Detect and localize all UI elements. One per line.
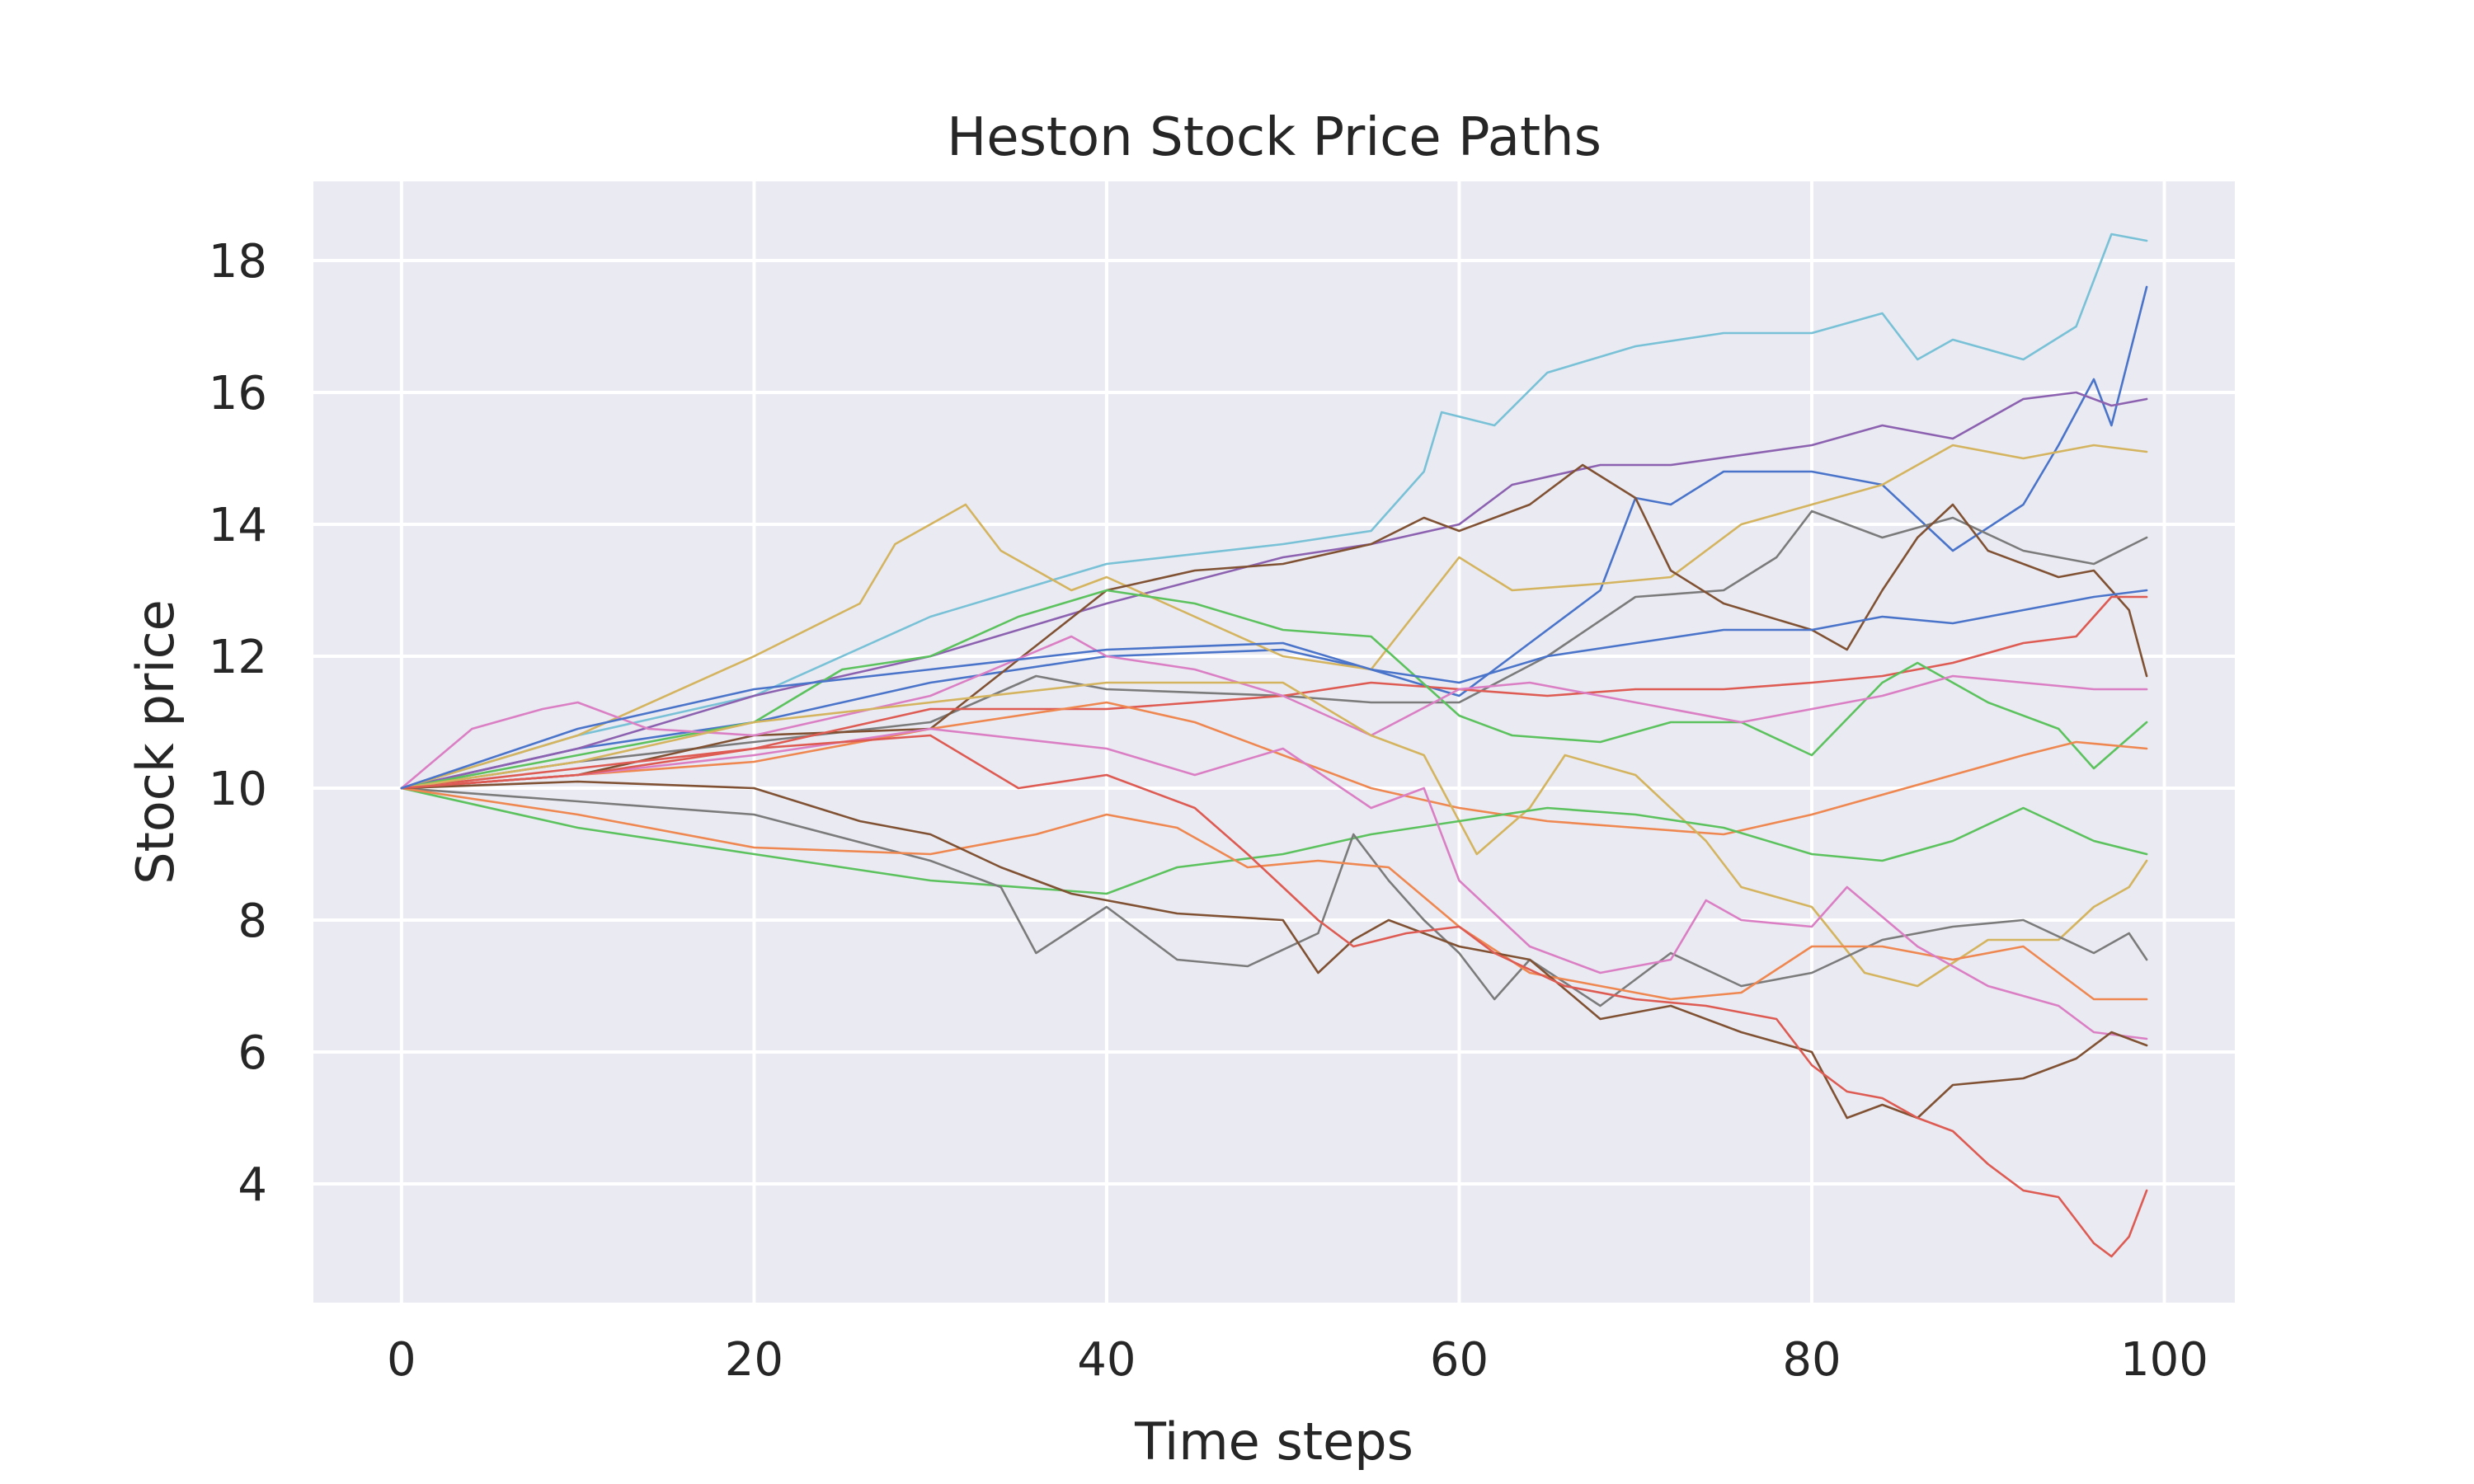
y-tick-label: 16 [209,367,267,420]
y-tick-label: 8 [238,895,267,948]
series-line-11 [400,681,2148,988]
x-axis-label: Time steps [1134,1411,1413,1472]
series-line-1 [400,232,2148,790]
series-line-12 [400,787,2148,895]
y-tick-label: 4 [238,1158,267,1212]
y-tick-label: 18 [209,235,267,289]
y-tick-labels: 4 6 8 10 12 14 16 18 [209,235,267,1212]
series-lines [400,232,2148,1258]
series-line-3 [400,391,2148,790]
y-tick-label: 14 [209,499,267,552]
series-line-8 [400,589,2148,790]
grid-lines [313,181,2235,1303]
x-tick-label: 0 [387,1333,416,1387]
series-line-16 [400,780,2148,1120]
chart-title: Heston Stock Price Paths [947,107,1602,168]
y-tick-label: 10 [209,763,267,816]
x-tick-label: 100 [2120,1333,2208,1387]
y-tick-label: 12 [209,631,267,684]
x-tick-label: 80 [1782,1333,1841,1387]
series-line-7 [400,595,2148,790]
x-tick-label: 60 [1430,1333,1489,1387]
x-tick-labels: 0 20 40 60 80 100 [387,1333,2208,1387]
series-line-17 [400,734,2148,1258]
series-line-13 [400,787,2148,1007]
y-axis-label: Stock price [125,599,186,885]
series-line-15 [400,727,2148,1040]
y-tick-label: 6 [238,1026,267,1080]
series-line-18 [400,589,2148,790]
x-tick-label: 40 [1077,1333,1136,1387]
x-tick-label: 20 [725,1333,783,1387]
